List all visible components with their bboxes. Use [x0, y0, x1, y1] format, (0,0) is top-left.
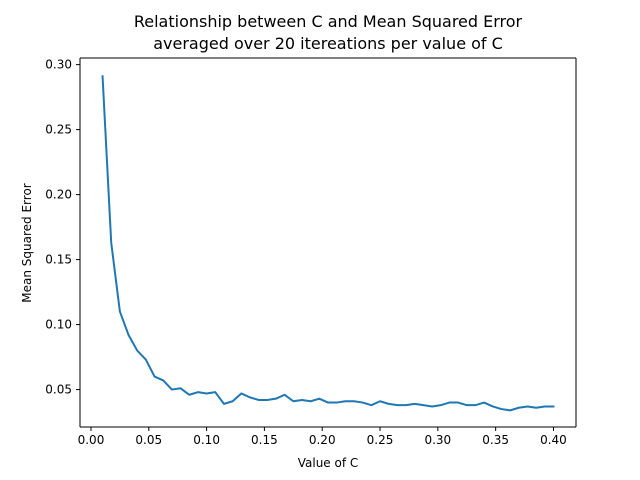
chart-title-line-1: Relationship between C and Mean Squared … [134, 12, 523, 31]
chart-title-line-2: averaged over 20 itereations per value o… [153, 34, 503, 53]
x-tick-label: 0.00 [78, 433, 105, 447]
y-tick-label: 0.10 [45, 318, 72, 332]
x-tick-label: 0.10 [193, 433, 220, 447]
x-tick-label: 0.40 [540, 433, 567, 447]
x-tick-label: 0.25 [367, 433, 394, 447]
x-tick-label: 0.15 [251, 433, 278, 447]
y-tick-label: 0.05 [45, 383, 72, 397]
x-tick-label: 0.20 [309, 433, 336, 447]
y-tick-label: 0.20 [45, 188, 72, 202]
y-tick-label: 0.30 [45, 58, 72, 72]
y-axis-ticks: 0.05 0.10 0.15 0.20 0.25 0.30 [45, 58, 80, 397]
x-axis-ticks: 0.00 0.05 0.10 0.15 0.20 0.25 0.30 0.35 0.40 [78, 427, 567, 447]
y-tick-label: 0.25 [45, 123, 72, 137]
series-group [101, 75, 555, 412]
x-tick-label: 0.30 [424, 433, 451, 447]
x-axis-label: Value of C [298, 456, 359, 470]
y-axis-label: Mean Squared Error [20, 183, 34, 303]
plot-frame [79, 57, 577, 428]
x-tick-label: 0.35 [482, 433, 509, 447]
x-tick-label: 0.05 [135, 433, 162, 447]
plot-area [80, 58, 576, 427]
y-tick-label: 0.15 [45, 253, 72, 267]
series-line [101, 75, 555, 412]
